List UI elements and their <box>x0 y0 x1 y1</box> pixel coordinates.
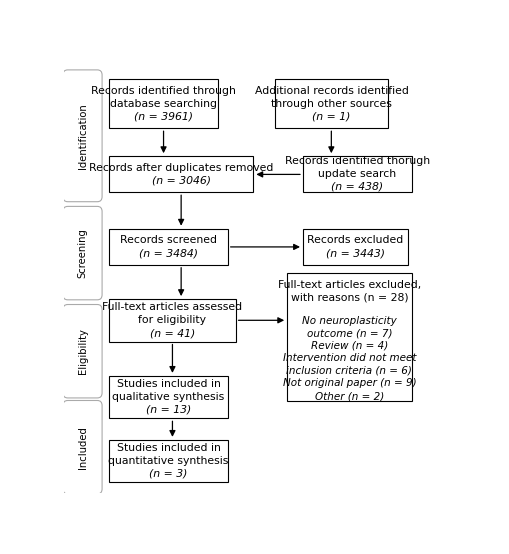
FancyBboxPatch shape <box>63 207 102 300</box>
Text: Screening: Screening <box>77 228 88 278</box>
Text: Studies included in: Studies included in <box>117 443 220 453</box>
Text: Eligibility: Eligibility <box>77 329 88 374</box>
Text: quantitative synthesis: quantitative synthesis <box>108 456 228 466</box>
Text: for eligibility: for eligibility <box>138 315 206 325</box>
Text: (n = 1): (n = 1) <box>312 111 350 122</box>
Text: (n = 41): (n = 41) <box>150 328 194 338</box>
Text: Full-text articles excluded,: Full-text articles excluded, <box>277 280 420 290</box>
Bar <box>109 440 228 483</box>
Text: Records identified through: Records identified through <box>91 86 236 96</box>
Text: outcome (n = 7): outcome (n = 7) <box>306 329 391 338</box>
Bar <box>302 229 407 265</box>
Text: update search: update search <box>318 169 395 179</box>
Text: Included: Included <box>77 426 88 469</box>
Text: (n = 13): (n = 13) <box>146 405 191 415</box>
Text: Records excluded: Records excluded <box>306 235 403 245</box>
Bar <box>109 376 228 418</box>
Text: No neuroplasticity: No neuroplasticity <box>301 316 396 326</box>
Text: (n = 3961): (n = 3961) <box>134 111 193 122</box>
Text: (n = 3443): (n = 3443) <box>325 248 384 258</box>
Text: Intervention did not meet: Intervention did not meet <box>282 353 415 363</box>
Text: database searching: database searching <box>110 99 217 109</box>
Text: qualitative synthesis: qualitative synthesis <box>112 392 224 402</box>
Text: Review (n = 4): Review (n = 4) <box>310 341 387 351</box>
Text: Full-text articles assessed: Full-text articles assessed <box>102 302 242 312</box>
Text: Identification: Identification <box>77 103 88 168</box>
Text: inclusion criteria (n = 6): inclusion criteria (n = 6) <box>286 366 411 376</box>
Text: Additional records identified: Additional records identified <box>254 86 408 96</box>
Text: Other (n = 2): Other (n = 2) <box>314 391 383 401</box>
FancyBboxPatch shape <box>63 401 102 494</box>
Bar <box>287 273 411 401</box>
Text: through other sources: through other sources <box>271 99 391 109</box>
FancyBboxPatch shape <box>63 70 102 202</box>
Bar <box>275 79 387 129</box>
Text: with reasons (n = 28): with reasons (n = 28) <box>290 293 407 302</box>
Text: (n = 3484): (n = 3484) <box>139 248 197 258</box>
Text: Not original paper (n = 9): Not original paper (n = 9) <box>282 378 415 388</box>
FancyBboxPatch shape <box>63 305 102 398</box>
Text: Studies included in: Studies included in <box>117 379 220 389</box>
Bar <box>109 299 235 342</box>
Text: (n = 438): (n = 438) <box>330 182 383 192</box>
Text: (n = 3046): (n = 3046) <box>152 176 210 186</box>
Text: Records screened: Records screened <box>120 235 216 245</box>
Text: Records after duplicates removed: Records after duplicates removed <box>89 163 273 173</box>
Bar <box>109 229 228 265</box>
Text: Records identified thorugh: Records identified thorugh <box>284 156 429 166</box>
Text: (n = 3): (n = 3) <box>149 469 187 479</box>
Bar <box>109 156 253 192</box>
Bar <box>109 79 217 129</box>
Bar <box>302 156 411 192</box>
